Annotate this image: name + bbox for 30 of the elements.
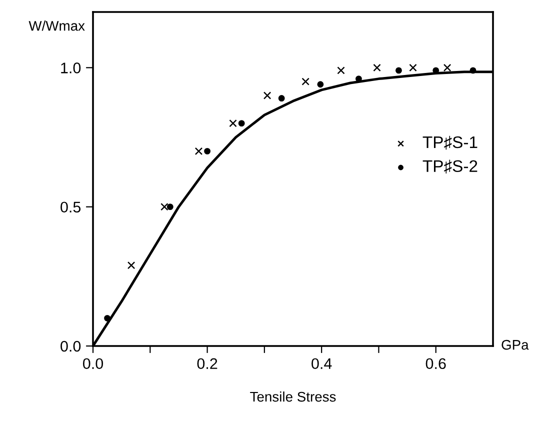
point	[443, 64, 452, 72]
y-tick-label: 0.5	[60, 202, 81, 213]
point	[160, 202, 168, 211]
y-axis-title: W/Wmax	[28, 20, 85, 31]
point	[229, 119, 237, 128]
point	[317, 81, 324, 88]
point	[166, 204, 174, 210]
x-tick-label: 0.6	[426, 358, 446, 370]
point	[278, 95, 285, 102]
point	[204, 148, 211, 154]
point	[395, 67, 402, 74]
x-tick-label: 0.2	[197, 358, 218, 370]
x-tick-label: 0.4	[312, 358, 332, 370]
y-tick-label: 0.0	[60, 340, 81, 352]
point	[127, 261, 136, 270]
legend-label: TP♯S-2	[422, 160, 478, 174]
point	[409, 64, 417, 72]
point	[263, 92, 272, 100]
y-tick-label: 1.0	[61, 62, 81, 74]
text: GPa	[502, 340, 529, 350]
point	[104, 314, 111, 322]
point	[302, 78, 310, 86]
legend-label: TP♯S-1	[422, 136, 478, 150]
point	[194, 147, 203, 156]
x-tick-label: 0.0	[82, 358, 104, 370]
point	[470, 67, 476, 74]
point	[238, 120, 245, 127]
point	[373, 64, 381, 72]
x-axis-title: Tensile Stress	[250, 391, 336, 402]
point	[337, 66, 345, 74]
